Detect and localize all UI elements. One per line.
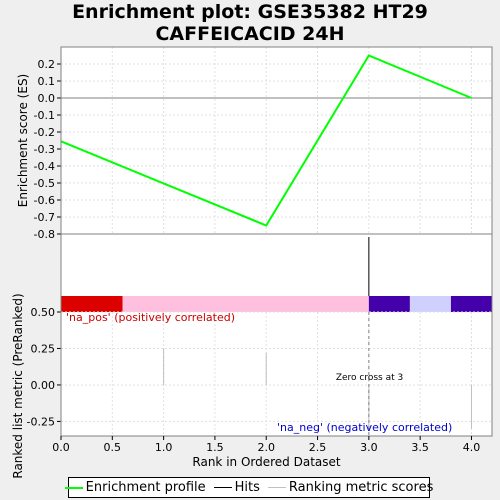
legend-swatch-enrichment — [64, 486, 83, 489]
heat-band-segment — [61, 296, 123, 312]
es-ytick-label: 0.2 — [38, 58, 56, 71]
rank-xtick-label: 2.5 — [309, 441, 327, 454]
enrichment-profile-line — [60, 54, 472, 227]
es-ytick-label: 0.1 — [38, 75, 56, 88]
rank-ytick-label: 0.50 — [31, 306, 56, 319]
es-ytick-label: -0.7 — [34, 211, 55, 224]
x-axis-label: Rank in Ordered Dataset — [192, 455, 340, 469]
zero-cross-label: Zero cross at 3 — [336, 373, 403, 383]
es-ytick-label: -0.6 — [34, 194, 55, 207]
es-ytick-label: -0.8 — [34, 228, 55, 241]
legend-label-hits: Hits — [234, 480, 260, 495]
rank-xtick-label: 0.5 — [104, 441, 122, 454]
rank-ytick-label: 0.25 — [31, 342, 56, 355]
heat-band-segment — [409, 296, 451, 312]
pos-correlated-label: 'na_pos' (positively correlated) — [66, 311, 235, 324]
es-ytick-label: -0.3 — [34, 143, 55, 156]
rank-xtick-label: 2.0 — [257, 441, 275, 454]
legend-item-enrichment-profile: Enrichment profile — [64, 480, 206, 495]
rank-xtick-label: 4.0 — [463, 441, 481, 454]
neg-correlated-label: 'na_neg' (negatively correlated) — [277, 421, 452, 434]
rank-xtick-label: 3.0 — [360, 441, 378, 454]
rank-xtick-label: 1.0 — [155, 441, 173, 454]
es-panel-bg — [61, 47, 492, 234]
legend-label-ranking-metric: Ranking metric scores — [288, 480, 434, 495]
legend-item-ranking-metric: Ranking metric scores — [267, 480, 434, 495]
heat-band-segment — [368, 296, 410, 312]
es-ytick-label: -0.1 — [34, 109, 55, 122]
rank-ytick-label: -0.25 — [27, 415, 55, 428]
chart-title: Enrichment plot: GSE35382 HT29 CAFFEICAC… — [72, 1, 428, 45]
rank-panel-bg — [61, 312, 492, 436]
legend-swatch-hits — [213, 487, 232, 488]
legend-swatch-ranking — [267, 487, 286, 488]
es-ytick-label: -0.2 — [34, 126, 55, 139]
heat-band-segment — [450, 296, 492, 312]
hits-panel-bg — [61, 234, 492, 296]
rank-xtick-label: 0.0 — [52, 441, 70, 454]
legend-label-enrichment-profile: Enrichment profile — [85, 480, 206, 495]
es-ylabel: Enrichment score (ES) — [16, 74, 30, 207]
rank-xtick-label: 1.5 — [206, 441, 224, 454]
es-ytick-label: 0.0 — [38, 92, 56, 105]
rank-xtick-label: 3.5 — [411, 441, 429, 454]
rank-panel-frame — [60, 233, 493, 437]
es-ytick-label: -0.5 — [34, 177, 55, 190]
rank-ylabel: Ranked list metric (PreRanked) — [11, 293, 25, 478]
legend: Enrichment profile Hits Ranking metric s… — [64, 477, 434, 498]
rank-ytick-label: 0.00 — [31, 379, 56, 392]
es-ytick-label: -0.4 — [34, 160, 55, 173]
legend-item-hits: Hits — [213, 480, 260, 495]
heat-band-segment — [122, 296, 369, 312]
